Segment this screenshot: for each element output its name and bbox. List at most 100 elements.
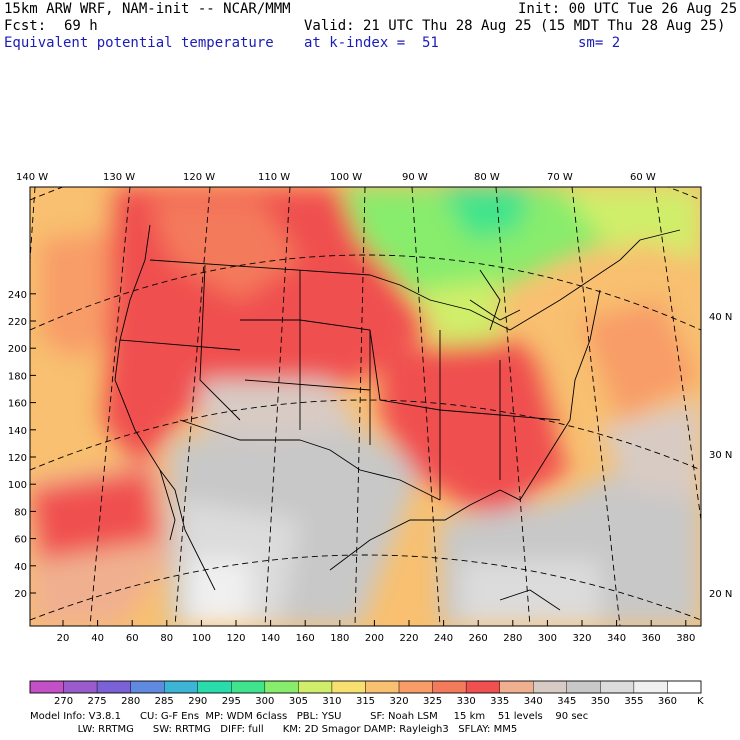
x-tick-label: 240 <box>434 633 453 644</box>
colorbar-swatch <box>264 680 299 694</box>
x-tick-label: 180 <box>330 633 349 644</box>
colorbar-swatch <box>398 680 433 694</box>
lon-label: 140 W <box>16 172 48 183</box>
y-tick-label: 140 <box>8 426 27 437</box>
x-tick-label: 320 <box>572 633 591 644</box>
colorbar-swatch <box>29 680 64 694</box>
colorbar-swatch <box>96 680 131 694</box>
lat-label: 20 N <box>709 589 732 600</box>
lon-label: 120 W <box>183 172 215 183</box>
latitude-labels: 40 N 30 N 20 N <box>709 312 732 600</box>
model-info-line2: LW: RRTMG SW: RRTMG DIFF: full KM: 2D Sm… <box>30 724 518 735</box>
colorbar-unit: K <box>697 696 704 707</box>
colorbar-swatch <box>163 680 198 694</box>
colorbar-swatch <box>566 680 601 694</box>
x-tick-label: 340 <box>607 633 626 644</box>
y-tick-label: 240 <box>8 290 27 301</box>
colorbar-label: 295 <box>222 696 241 707</box>
colorbar-label: 315 <box>356 696 375 707</box>
x-tick-label: 160 <box>296 633 315 644</box>
y-tick-label: 200 <box>8 344 27 355</box>
x-tick-label: 280 <box>503 633 522 644</box>
colorbar-swatch <box>231 680 266 694</box>
colorbar-label: 355 <box>624 696 643 707</box>
colorbar-label: 345 <box>557 696 576 707</box>
colorbar-swatch <box>633 680 668 694</box>
colorbar-label: 305 <box>289 696 308 707</box>
x-tick-label: 300 <box>538 633 557 644</box>
colorbar-label: 285 <box>155 696 174 707</box>
x-tick-label: 380 <box>676 633 695 644</box>
colorbar-swatch <box>63 680 98 694</box>
y-tick-label: 80 <box>14 507 27 518</box>
colorbar-swatch <box>365 680 400 694</box>
colorbar-label: 325 <box>423 696 442 707</box>
latlon-grid <box>30 187 701 626</box>
colorbar-swatch <box>432 680 467 694</box>
colorbar-label: 290 <box>188 696 207 707</box>
lon-label: 110 W <box>258 172 290 183</box>
colorbar-label: 300 <box>255 696 274 707</box>
x-tick-label: 120 <box>226 633 245 644</box>
x-axis-ticks: 20 40 60 80 100 120 140 160 180 200 220 240 260 280 30… <box>57 620 695 644</box>
colorbar-swatch <box>130 680 165 694</box>
x-tick-label: 260 <box>469 633 488 644</box>
x-tick-label: 20 <box>57 633 70 644</box>
colorbar-swatch <box>667 680 702 694</box>
colorbar-label: 280 <box>121 696 140 707</box>
colorbar-swatch <box>331 680 366 694</box>
colorbar-label: 330 <box>457 696 476 707</box>
y-tick-label: 160 <box>8 399 27 410</box>
lat-label: 40 N <box>709 312 732 323</box>
lon-label: 90 W <box>402 172 428 183</box>
x-tick-label: 80 <box>160 633 173 644</box>
x-tick-label: 100 <box>192 633 211 644</box>
lon-label: 70 W <box>547 172 573 183</box>
theta-e-field <box>30 187 701 626</box>
boundaries <box>114 224 681 611</box>
y-axis-ticks: 20 40 60 80 100 120 140 160 180 200 220 240 <box>8 290 36 600</box>
colorbar-swatch <box>298 680 333 694</box>
y-tick-label: 120 <box>8 453 27 464</box>
y-tick-label: 40 <box>14 562 27 573</box>
colorbar <box>29 680 702 694</box>
lat-label: 30 N <box>709 450 732 461</box>
lon-label: 60 W <box>630 172 656 183</box>
lon-label: 80 W <box>474 172 500 183</box>
smoothing-info: sm= 2 <box>578 35 621 51</box>
x-tick-label: 60 <box>126 633 139 644</box>
colorbar-labels: 270 275 280 285 290 295 300 305 310 315 320 325 330 3… <box>54 696 677 707</box>
forecast-label: Fcst: <box>4 18 47 34</box>
y-tick-label: 220 <box>8 317 27 328</box>
colorbar-label: 275 <box>88 696 107 707</box>
colorbar-label: 310 <box>322 696 341 707</box>
forecast-hour: 69 h <box>64 18 98 34</box>
colorbar-label: 340 <box>524 696 543 707</box>
y-tick-label: 60 <box>14 535 27 546</box>
field-name: Equivalent potential temperature <box>4 35 274 51</box>
colorbar-label: 360 <box>658 696 677 707</box>
x-tick-label: 220 <box>399 633 418 644</box>
y-tick-label: 180 <box>8 371 27 382</box>
lon-label: 100 W <box>330 172 362 183</box>
colorbar-label: 270 <box>54 696 73 707</box>
colorbar-swatch <box>465 680 500 694</box>
x-tick-label: 140 <box>261 633 280 644</box>
colorbar-swatch <box>197 680 232 694</box>
colorbar-swatch <box>600 680 635 694</box>
model-info-line1: Model Info: V3.8.1 CU: G-F Ens MP: WDM 6… <box>30 711 589 722</box>
y-tick-label: 20 <box>14 589 27 600</box>
colorbar-swatch <box>499 680 534 694</box>
x-tick-label: 360 <box>642 633 661 644</box>
colorbar-swatch <box>533 680 567 694</box>
y-tick-label: 100 <box>8 480 27 491</box>
level-info: at k-index = 51 <box>304 35 439 51</box>
colorbar-label: 350 <box>591 696 610 707</box>
model-title: 15km ARW WRF, NAM-init -- NCAR/MMM <box>4 1 291 17</box>
colorbar-label: 320 <box>390 696 409 707</box>
valid-time: Valid: 21 UTC Thu 28 Aug 25 (15 MDT Thu … <box>304 18 726 34</box>
colorbar-label: 335 <box>490 696 509 707</box>
x-tick-label: 200 <box>365 633 384 644</box>
init-time: Init: 00 UTC Tue 26 Aug 25 <box>518 1 738 17</box>
